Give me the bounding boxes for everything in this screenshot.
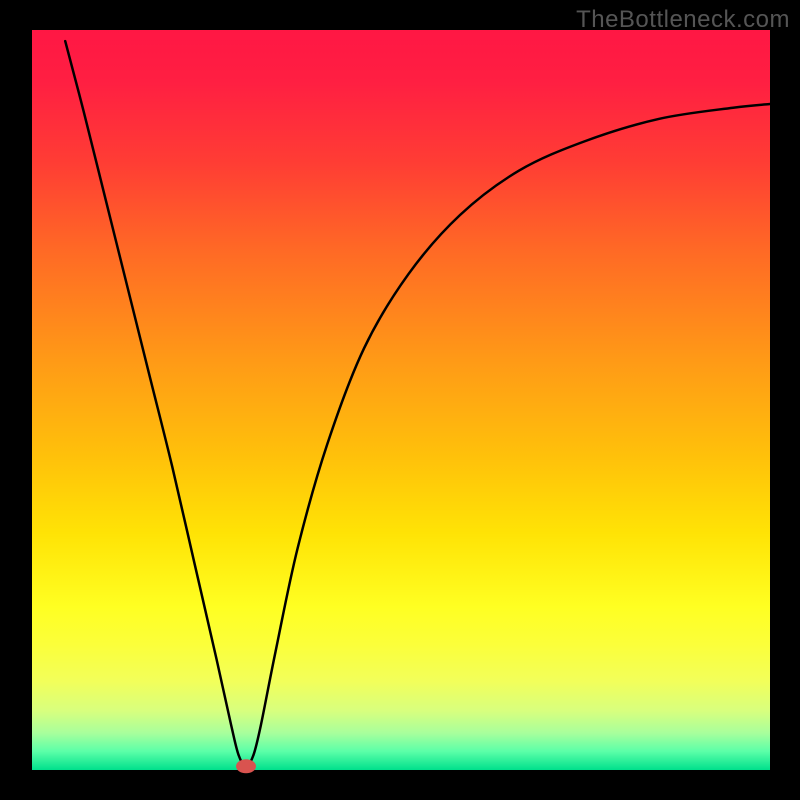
- minimum-marker: [236, 759, 256, 773]
- watermark-text: TheBottleneck.com: [576, 6, 790, 34]
- gradient-background: [32, 30, 770, 770]
- bottleneck-chart: [0, 0, 800, 800]
- chart-frame: TheBottleneck.com: [0, 0, 800, 800]
